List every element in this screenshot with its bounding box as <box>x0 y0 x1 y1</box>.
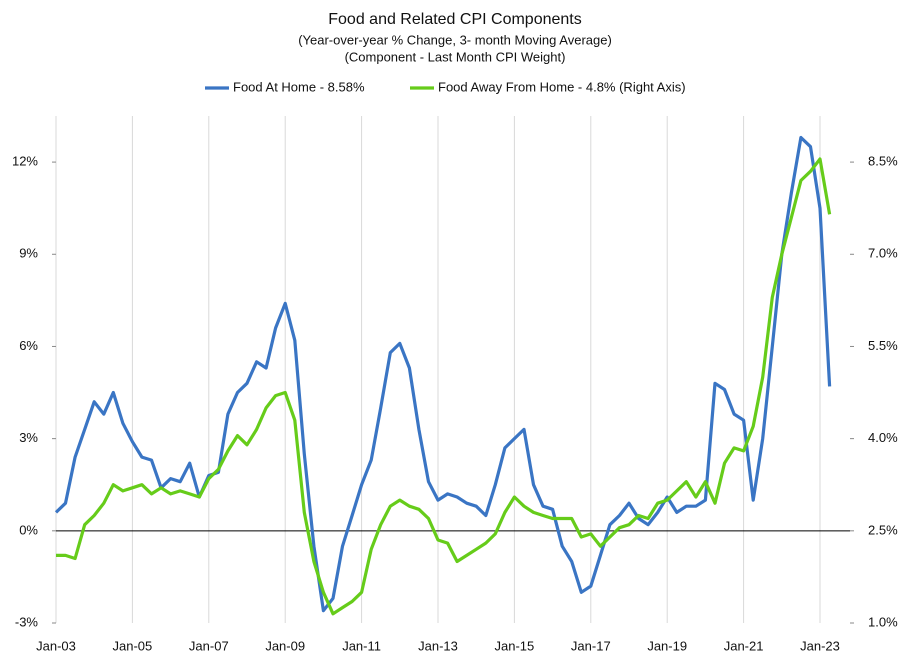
x-tick-label: Jan-19 <box>647 638 687 653</box>
y2-tick-label: 8.5% <box>868 154 898 169</box>
x-tick-label: Jan-05 <box>113 638 153 653</box>
y2-tick-label: 2.5% <box>868 522 898 537</box>
y2-tick-label: 1.0% <box>868 614 898 629</box>
x-tick-label: Jan-17 <box>571 638 611 653</box>
x-tick-label: Jan-09 <box>265 638 305 653</box>
y2-tick-label: 7.0% <box>868 246 898 261</box>
x-tick-label: Jan-23 <box>800 638 840 653</box>
y-tick-label: 12% <box>12 154 38 169</box>
y-tick-label: -3% <box>15 614 39 629</box>
chart-subtitle: (Component - Last Month CPI Weight) <box>345 49 566 64</box>
legend-label: Food Away From Home - 4.8% (Right Axis) <box>438 79 686 94</box>
y-tick-label: 0% <box>19 522 38 537</box>
x-tick-label: Jan-13 <box>418 638 458 653</box>
chart-subtitle: (Year-over-year % Change, 3- month Movin… <box>298 32 612 47</box>
y2-tick-label: 4.0% <box>868 430 898 445</box>
y2-tick-label: 5.5% <box>868 338 898 353</box>
x-tick-label: Jan-21 <box>724 638 764 653</box>
x-tick-label: Jan-11 <box>342 638 381 653</box>
x-tick-label: Jan-07 <box>189 638 229 653</box>
x-tick-label: Jan-03 <box>36 638 76 653</box>
y-tick-label: 9% <box>19 246 38 261</box>
x-tick-label: Jan-15 <box>495 638 535 653</box>
series-line <box>54 135 832 613</box>
legend-label: Food At Home - 8.58% <box>233 79 365 94</box>
series-line <box>56 157 832 616</box>
y-tick-label: 3% <box>19 430 38 445</box>
y-tick-label: 6% <box>19 338 38 353</box>
chart-title: Food and Related CPI Components <box>328 11 581 28</box>
